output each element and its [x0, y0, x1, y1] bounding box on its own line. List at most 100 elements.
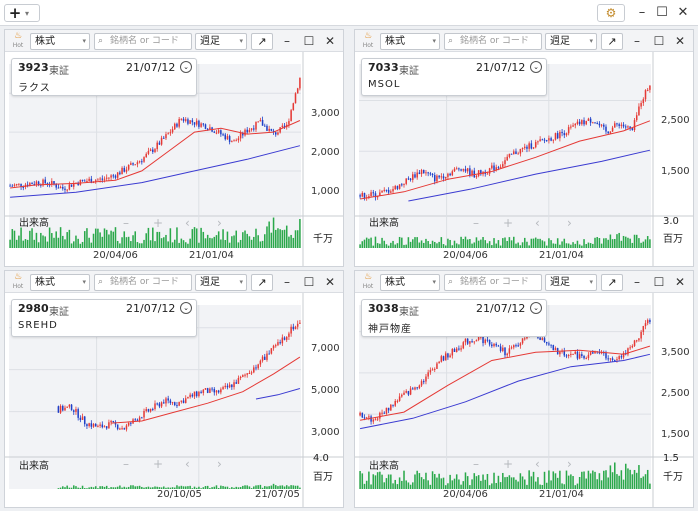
volume-zoom-out-button[interactable]: – — [473, 457, 479, 471]
candle-body — [182, 118, 185, 121]
scroll-right-button[interactable]: › — [567, 457, 572, 471]
volume-bar — [405, 244, 407, 248]
panel-maximize-button[interactable]: ☐ — [653, 275, 665, 289]
popout-button[interactable]: ↗ — [601, 33, 623, 50]
panel-maximize-button[interactable]: ☐ — [303, 34, 315, 48]
scroll-left-button[interactable]: ‹ — [185, 457, 190, 471]
volume-bar — [235, 230, 238, 248]
instrument-type-select[interactable]: 株式 ▾ — [380, 33, 440, 50]
candle-body — [163, 137, 165, 139]
candle-body — [436, 363, 438, 369]
candle-body — [209, 127, 211, 130]
candle-body — [646, 89, 649, 91]
volume-bar — [484, 479, 487, 489]
panel-minimize-button[interactable]: – — [284, 34, 290, 48]
scroll-right-button[interactable]: › — [217, 216, 222, 230]
candle-body — [605, 126, 607, 132]
candle-body — [394, 186, 396, 190]
popout-button[interactable]: ↗ — [251, 33, 273, 50]
panel-close-button[interactable]: ✕ — [674, 275, 686, 289]
period-select[interactable]: 週足 ▾ — [545, 33, 597, 50]
volume-bar — [9, 239, 11, 248]
candle-body — [299, 77, 301, 89]
volume-zoom-in-button[interactable]: + — [503, 457, 514, 471]
candle-body — [469, 168, 471, 176]
collapse-info-button[interactable]: ⌄ — [530, 61, 542, 73]
add-chart-button[interactable]: + ▾ — [4, 4, 40, 22]
volume-zoom-in-button[interactable]: + — [153, 457, 164, 471]
panel-minimize-button[interactable]: – — [634, 34, 640, 48]
volume-zoom-out-button[interactable]: – — [123, 216, 129, 230]
instrument-type-label: 株式 — [385, 36, 405, 47]
candle-body — [519, 343, 522, 346]
settings-button[interactable]: ⚙ — [597, 4, 625, 22]
volume-bar — [121, 487, 123, 489]
volume-bar — [145, 487, 147, 489]
candle-body — [90, 423, 93, 427]
hot-icon[interactable]: ♨ Hot — [8, 32, 28, 50]
maximize-window-button[interactable]: ☐ — [656, 5, 668, 20]
symbol-search-input[interactable]: ⌕ 銘柄名 or コード — [444, 33, 542, 50]
period-select[interactable]: 週足 ▾ — [195, 274, 247, 291]
scroll-left-button[interactable]: ‹ — [535, 216, 540, 230]
candle-body — [119, 428, 121, 430]
panel-maximize-button[interactable]: ☐ — [303, 275, 315, 289]
hot-icon[interactable]: ♨ Hot — [358, 32, 378, 50]
volume-zoom-in-button[interactable]: + — [503, 216, 514, 230]
arrow-up-right-icon: ↗ — [257, 35, 267, 48]
volume-label: 出来高 — [19, 218, 49, 229]
close-window-button[interactable]: ✕ — [677, 5, 689, 20]
collapse-info-button[interactable]: ⌄ — [180, 302, 192, 314]
scroll-left-button[interactable]: ‹ — [535, 457, 540, 471]
candle-body — [596, 123, 598, 125]
scroll-right-button[interactable]: › — [217, 457, 222, 471]
panel-close-button[interactable]: ✕ — [324, 275, 336, 289]
period-select[interactable]: 週足 ▾ — [545, 274, 597, 291]
symbol-search-input[interactable]: ⌕ 銘柄名 or コード — [94, 274, 192, 291]
panel-maximize-button[interactable]: ☐ — [653, 34, 665, 48]
volume-zoom-in-button[interactable]: + — [153, 216, 164, 230]
candle-body — [534, 142, 537, 148]
panel-minimize-button[interactable]: – — [284, 275, 290, 289]
popout-button[interactable]: ↗ — [251, 274, 273, 291]
volume-zoom-out-button[interactable]: – — [123, 457, 129, 471]
volume-zoom-out-button[interactable]: – — [473, 216, 479, 230]
instrument-type-select[interactable]: 株式 ▾ — [30, 274, 90, 291]
candle-body — [237, 138, 240, 141]
symbol-search-input[interactable]: ⌕ 銘柄名 or コード — [444, 274, 542, 291]
candle-body — [72, 183, 75, 187]
hot-icon[interactable]: ♨ Hot — [358, 273, 378, 291]
collapse-info-button[interactable]: ⌄ — [180, 61, 192, 73]
volume-bar — [160, 487, 163, 489]
volume-bar — [200, 488, 202, 489]
volume-bar — [475, 237, 478, 248]
period-select[interactable]: 週足 ▾ — [195, 33, 247, 50]
candle-body — [70, 184, 73, 187]
candle-body — [116, 424, 119, 430]
scroll-right-button[interactable]: › — [567, 216, 572, 230]
volume-bar — [594, 237, 596, 248]
candle-body — [176, 405, 178, 407]
candle-body — [154, 149, 156, 153]
symbol-search-input[interactable]: ⌕ 銘柄名 or コード — [94, 33, 192, 50]
instrument-type-select[interactable]: 株式 ▾ — [380, 274, 440, 291]
panel-minimize-button[interactable]: – — [634, 275, 640, 289]
collapse-info-button[interactable]: ⌄ — [530, 302, 542, 314]
hot-icon[interactable]: ♨ Hot — [8, 273, 28, 291]
minimize-window-button[interactable]: – — [638, 5, 646, 20]
volume-bar — [431, 240, 434, 248]
instrument-type-select[interactable]: 株式 ▾ — [30, 33, 90, 50]
volume-bar — [521, 476, 524, 489]
volume-bar — [442, 477, 445, 489]
ma-short-line — [10, 120, 301, 189]
candle-body — [550, 344, 552, 346]
volume-bar — [110, 230, 112, 248]
panel-close-button[interactable]: ✕ — [674, 34, 686, 48]
popout-button[interactable]: ↗ — [601, 274, 623, 291]
panel-close-button[interactable]: ✕ — [324, 34, 336, 48]
candle-body — [253, 128, 255, 130]
scroll-left-button[interactable]: ‹ — [185, 216, 190, 230]
candle-body — [152, 149, 154, 153]
candle-body — [506, 156, 508, 161]
candle-body — [396, 400, 399, 402]
